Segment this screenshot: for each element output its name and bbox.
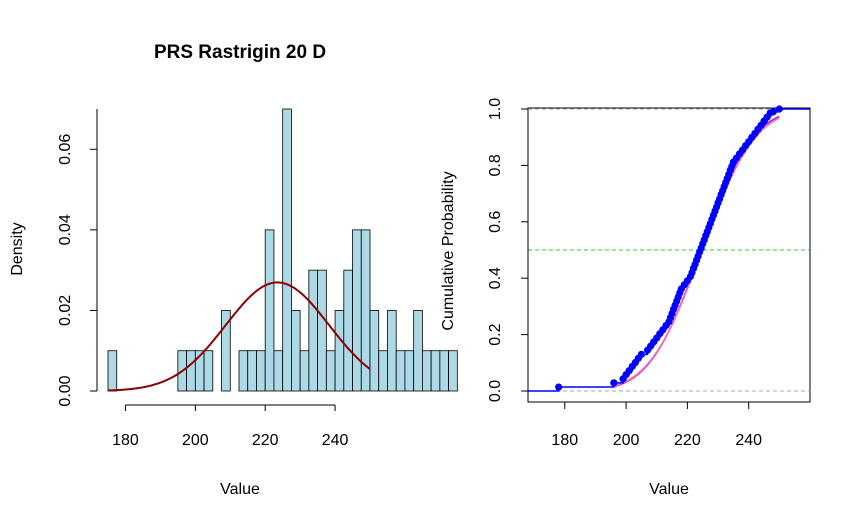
y-tick-label: 0.4 bbox=[487, 267, 504, 289]
histogram-x-axis: 180 200 220 240 bbox=[112, 404, 349, 449]
ecdf-point bbox=[637, 350, 646, 358]
y-tick-label: 0.2 bbox=[487, 323, 504, 345]
histogram-title: PRS Rastrigin 20 D bbox=[154, 42, 326, 63]
x-tick-label: 220 bbox=[674, 432, 701, 449]
histogram-bar bbox=[334, 310, 345, 392]
histogram-bar bbox=[378, 350, 388, 392]
histogram-bar bbox=[290, 310, 301, 392]
y-tick-label: 0.8 bbox=[487, 154, 504, 176]
histogram-bar bbox=[186, 350, 196, 392]
histogram-bar bbox=[308, 269, 319, 392]
histogram-bar bbox=[273, 350, 284, 392]
histogram-bars bbox=[107, 108, 458, 392]
histogram-bar bbox=[247, 350, 257, 392]
ecdf-reference-lines bbox=[528, 108, 810, 392]
histogram-bar bbox=[387, 310, 397, 392]
histogram-bar bbox=[413, 310, 423, 392]
histogram-bar bbox=[352, 229, 362, 392]
x-tick-label: 240 bbox=[735, 432, 762, 449]
x-tick-label: 200 bbox=[182, 432, 209, 449]
histogram-bar bbox=[221, 310, 231, 392]
ecdf-point bbox=[610, 379, 618, 387]
x-tick-label: 180 bbox=[112, 432, 139, 449]
x-tick-label: 180 bbox=[551, 432, 578, 449]
histogram-bar bbox=[264, 229, 275, 392]
ecdf-point bbox=[555, 383, 563, 391]
histogram-bar bbox=[238, 350, 249, 392]
y-tick-label: 0.04 bbox=[57, 214, 74, 245]
x-tick-label: 200 bbox=[613, 432, 640, 449]
histogram-x-label: Value bbox=[220, 481, 260, 498]
histogram-bar bbox=[282, 108, 292, 392]
ecdf-x-label: Value bbox=[649, 481, 689, 498]
histogram-bar bbox=[317, 269, 327, 392]
histogram-bar bbox=[404, 350, 415, 392]
histogram-bar bbox=[395, 350, 406, 392]
ecdf-plot-frame bbox=[527, 107, 811, 403]
histogram-bar bbox=[299, 350, 310, 392]
y-tick-label: 0.00 bbox=[57, 375, 74, 406]
y-tick-label: 0.0 bbox=[487, 380, 504, 402]
y-tick-label: 1.0 bbox=[487, 98, 504, 120]
x-tick-label: 240 bbox=[322, 432, 349, 449]
histogram-bar bbox=[203, 350, 214, 392]
histogram-bar bbox=[343, 269, 353, 392]
y-tick-label: 0.02 bbox=[57, 295, 74, 326]
histogram-bar bbox=[439, 350, 450, 392]
x-tick-label: 220 bbox=[252, 432, 279, 449]
histogram-bar bbox=[256, 350, 266, 392]
histogram-bar bbox=[430, 350, 441, 392]
normal-density-curve bbox=[107, 281, 371, 392]
histogram-y-label: Density bbox=[9, 222, 26, 275]
histogram-bar bbox=[325, 350, 336, 392]
ecdf-x-axis: 180 200 220 240 bbox=[551, 402, 762, 449]
y-tick-label: 0.06 bbox=[57, 134, 74, 165]
ecdf-y-axis: 0.0 0.2 0.4 0.6 0.8 1.0 bbox=[487, 98, 529, 402]
ecdf-y-label: Cumulative Probability bbox=[440, 171, 457, 330]
histogram-bar bbox=[107, 350, 118, 392]
ecdf-point bbox=[769, 108, 777, 116]
histogram-bar bbox=[448, 350, 458, 392]
histogram-bar bbox=[369, 310, 380, 392]
y-tick-label: 0.6 bbox=[487, 211, 504, 233]
ecdf-step-series bbox=[528, 105, 810, 392]
histogram-bar bbox=[421, 350, 432, 392]
histogram-y-axis: 0.00 0.02 0.04 0.06 bbox=[57, 109, 98, 407]
ecdf-point bbox=[775, 105, 783, 113]
